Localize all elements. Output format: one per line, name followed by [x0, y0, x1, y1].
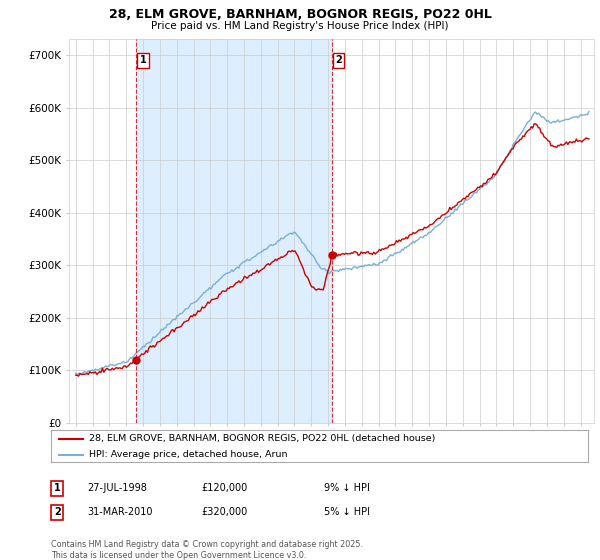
Text: Price paid vs. HM Land Registry's House Price Index (HPI): Price paid vs. HM Land Registry's House … — [151, 21, 449, 31]
Text: 2: 2 — [335, 55, 342, 65]
Text: 1: 1 — [54, 483, 61, 493]
Text: 28, ELM GROVE, BARNHAM, BOGNOR REGIS, PO22 0HL: 28, ELM GROVE, BARNHAM, BOGNOR REGIS, PO… — [109, 8, 491, 21]
Text: £120,000: £120,000 — [201, 483, 247, 493]
Text: £320,000: £320,000 — [201, 507, 247, 517]
Text: 9% ↓ HPI: 9% ↓ HPI — [324, 483, 370, 493]
Text: 31-MAR-2010: 31-MAR-2010 — [87, 507, 152, 517]
Text: Contains HM Land Registry data © Crown copyright and database right 2025.
This d: Contains HM Land Registry data © Crown c… — [51, 540, 363, 560]
Text: 28, ELM GROVE, BARNHAM, BOGNOR REGIS, PO22 0HL (detached house): 28, ELM GROVE, BARNHAM, BOGNOR REGIS, PO… — [89, 434, 435, 443]
Text: 1: 1 — [140, 55, 146, 65]
Text: 2: 2 — [54, 507, 61, 517]
Text: 27-JUL-1998: 27-JUL-1998 — [87, 483, 147, 493]
Bar — [136, 39, 332, 423]
Text: HPI: Average price, detached house, Arun: HPI: Average price, detached house, Arun — [89, 450, 287, 459]
Text: 5% ↓ HPI: 5% ↓ HPI — [324, 507, 370, 517]
